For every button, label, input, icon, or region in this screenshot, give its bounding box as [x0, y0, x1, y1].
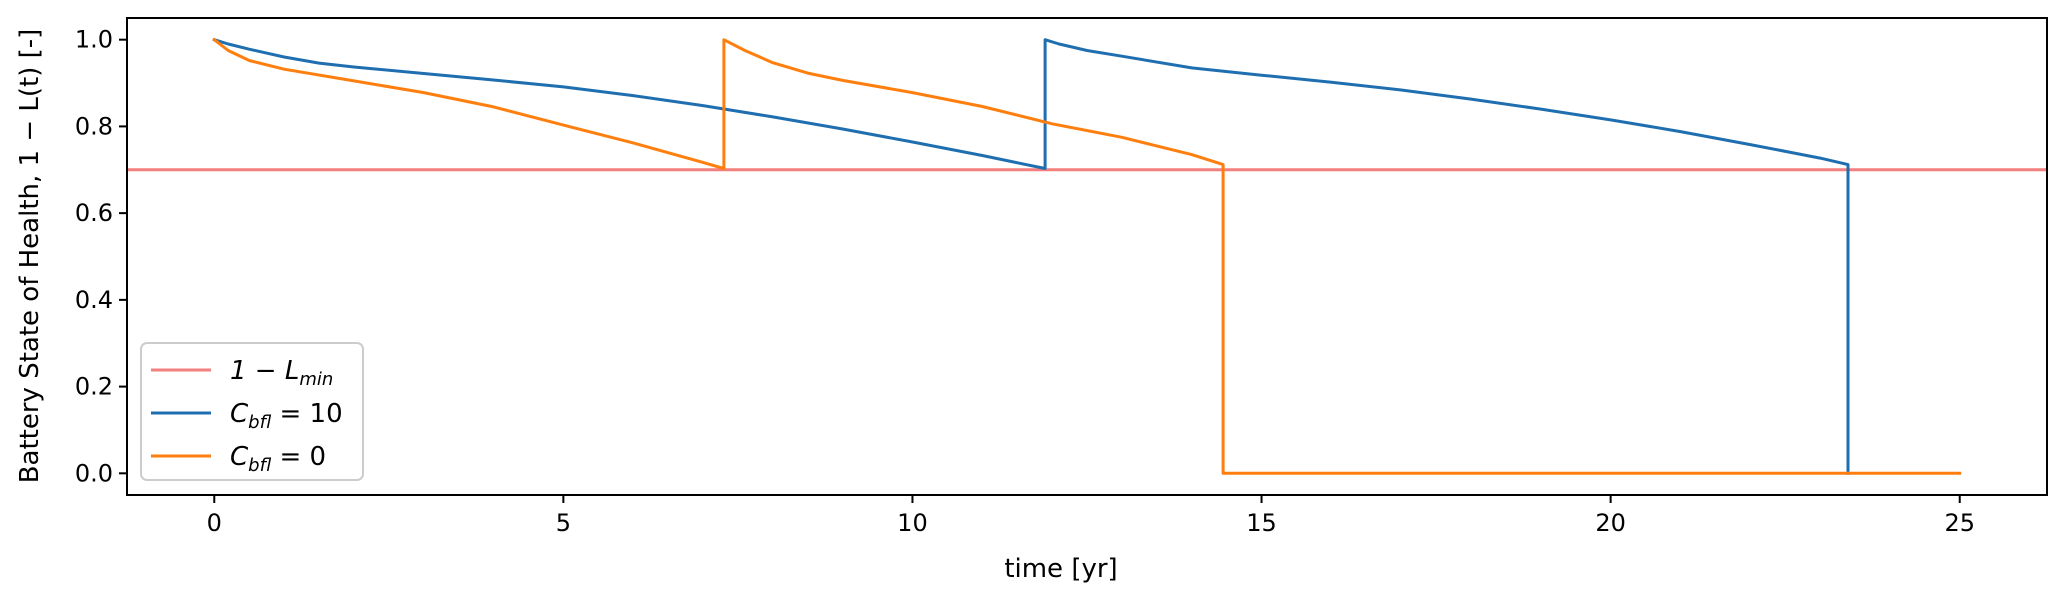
- y-axis-label: Battery State of Health, 1 − L(t) [-]: [15, 29, 45, 484]
- legend-box: [140, 342, 364, 481]
- y-tick-label: 0.0: [75, 459, 113, 487]
- plot-frame: [126, 17, 2048, 496]
- x-tick-label: 20: [1595, 509, 1626, 537]
- x-tick-label: 15: [1246, 509, 1277, 537]
- legend-entry-series-1: Cbfl = 10: [230, 399, 343, 433]
- plot-area: [127, 37, 2047, 475]
- legend: 1 − Lmin Cbfl = 10 Cbfl = 0: [140, 342, 364, 481]
- axis-ticks: 0 5 10 15 20 25 0.0 0.2 0.4 0.6 0.8 1.0: [75, 26, 1975, 537]
- x-tick-label: 0: [207, 509, 222, 537]
- legend-entry-series-2: Cbfl = 0: [230, 442, 326, 476]
- x-tick-label: 5: [556, 509, 571, 537]
- y-tick-label: 0.2: [75, 373, 113, 401]
- series-line-1: [212, 37, 1850, 475]
- y-tick-label: 1.0: [75, 26, 113, 54]
- x-tick-label: 10: [897, 509, 928, 537]
- x-tick-label: 25: [1944, 509, 1975, 537]
- y-tick-label: 0.6: [75, 199, 113, 227]
- x-axis-label: time [yr]: [1004, 554, 1117, 584]
- y-tick-label: 0.8: [75, 112, 113, 140]
- y-tick-label: 0.4: [75, 286, 113, 314]
- series-line-2: [212, 37, 1962, 475]
- legend-entry-threshold: 1 − Lmin: [230, 356, 333, 390]
